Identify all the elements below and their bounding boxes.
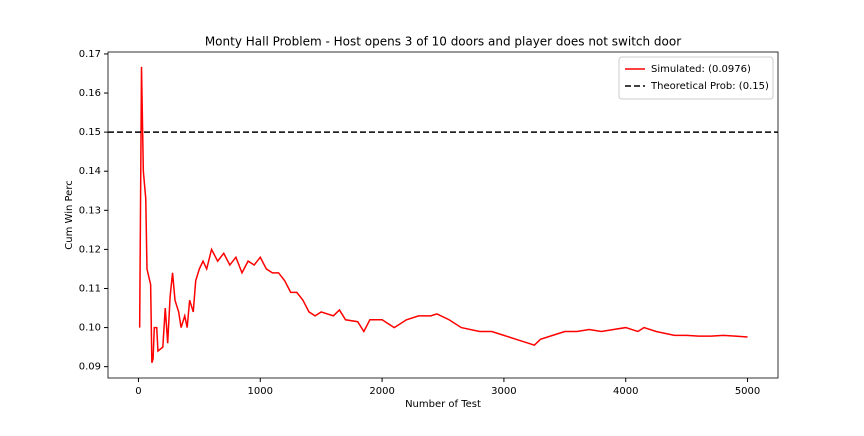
x-tick-label: 2000	[369, 386, 394, 397]
y-tick-label: 0.11	[79, 283, 101, 294]
x-tick-label: 3000	[491, 386, 516, 397]
x-tick-label: 0	[135, 386, 141, 397]
legend-label: Theoretical Prob: (0.15)	[650, 81, 769, 92]
x-tick-label: 4000	[613, 386, 638, 397]
y-tick-label: 0.13	[79, 205, 101, 216]
y-axis-label: Cum Win Perc	[64, 180, 75, 249]
y-tick-label: 0.17	[79, 49, 101, 60]
x-tick-label: 5000	[735, 386, 760, 397]
x-axis-label: Number of Test	[405, 399, 481, 410]
y-tick-label: 0.15	[79, 127, 101, 138]
legend-box	[618, 56, 774, 100]
y-tick-label: 0.09	[79, 362, 101, 373]
legend-label: Simulated: (0.0976)	[651, 64, 751, 75]
y-tick-label: 0.16	[79, 88, 101, 99]
y-tick-label: 0.12	[79, 244, 101, 255]
chart-title: Monty Hall Problem - Host opens 3 of 10 …	[205, 35, 681, 49]
line-series	[138, 66, 748, 363]
x-tick-label: 1000	[248, 386, 273, 397]
y-tick-label: 0.10	[79, 323, 101, 334]
plot-frame	[107, 51, 779, 379]
y-tick-label: 0.14	[79, 166, 101, 177]
